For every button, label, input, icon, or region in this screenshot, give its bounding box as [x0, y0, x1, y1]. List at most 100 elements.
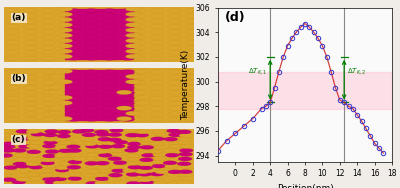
- Circle shape: [102, 56, 117, 60]
- Circle shape: [102, 51, 117, 55]
- Circle shape: [44, 129, 59, 133]
- Circle shape: [120, 80, 135, 84]
- Circle shape: [41, 45, 56, 50]
- Circle shape: [84, 117, 99, 121]
- Circle shape: [178, 157, 192, 161]
- Circle shape: [180, 144, 194, 148]
- Circle shape: [0, 172, 12, 176]
- Circle shape: [102, 75, 117, 79]
- Circle shape: [5, 19, 20, 23]
- Circle shape: [23, 51, 38, 55]
- Circle shape: [68, 160, 82, 164]
- Circle shape: [149, 24, 164, 29]
- Circle shape: [140, 148, 154, 152]
- Circle shape: [57, 54, 72, 59]
- Circle shape: [149, 9, 164, 13]
- Circle shape: [149, 96, 164, 100]
- Circle shape: [26, 136, 40, 140]
- Circle shape: [68, 149, 82, 153]
- Circle shape: [23, 91, 38, 95]
- Circle shape: [15, 174, 29, 178]
- Circle shape: [5, 40, 20, 45]
- Circle shape: [98, 145, 112, 149]
- Circle shape: [149, 117, 164, 121]
- Circle shape: [149, 149, 163, 154]
- Circle shape: [120, 86, 135, 90]
- Circle shape: [116, 90, 132, 95]
- Circle shape: [43, 133, 57, 137]
- Circle shape: [131, 75, 146, 79]
- Circle shape: [141, 153, 156, 157]
- Circle shape: [84, 9, 99, 13]
- Circle shape: [131, 45, 146, 50]
- Circle shape: [168, 170, 182, 174]
- Circle shape: [41, 75, 56, 79]
- Circle shape: [84, 112, 99, 116]
- Circle shape: [178, 170, 192, 174]
- Circle shape: [120, 35, 135, 39]
- Circle shape: [23, 101, 38, 106]
- Circle shape: [41, 164, 55, 168]
- Circle shape: [80, 137, 94, 141]
- Circle shape: [176, 181, 190, 185]
- Circle shape: [85, 144, 99, 148]
- Circle shape: [23, 75, 38, 79]
- Circle shape: [41, 56, 56, 60]
- Circle shape: [5, 70, 20, 74]
- Circle shape: [41, 91, 56, 95]
- Circle shape: [136, 130, 150, 134]
- Circle shape: [126, 12, 141, 17]
- Circle shape: [128, 136, 142, 140]
- Circle shape: [186, 80, 200, 84]
- Circle shape: [102, 24, 117, 29]
- Circle shape: [55, 166, 69, 170]
- Circle shape: [53, 138, 67, 142]
- Circle shape: [102, 14, 117, 18]
- Circle shape: [86, 181, 100, 185]
- Circle shape: [0, 153, 13, 158]
- Circle shape: [66, 51, 81, 55]
- Circle shape: [94, 130, 108, 134]
- Circle shape: [68, 172, 82, 177]
- Circle shape: [84, 45, 99, 50]
- Circle shape: [84, 30, 99, 34]
- Circle shape: [102, 9, 117, 13]
- Circle shape: [162, 148, 176, 152]
- Circle shape: [138, 178, 152, 182]
- Circle shape: [110, 149, 124, 153]
- Circle shape: [98, 137, 112, 141]
- Circle shape: [166, 173, 180, 177]
- Circle shape: [155, 170, 169, 174]
- Circle shape: [16, 177, 30, 181]
- Circle shape: [122, 168, 136, 173]
- Circle shape: [149, 56, 164, 60]
- Circle shape: [66, 91, 81, 95]
- Circle shape: [57, 69, 72, 74]
- Circle shape: [108, 173, 122, 177]
- Circle shape: [48, 74, 64, 79]
- Circle shape: [57, 12, 72, 17]
- Circle shape: [18, 144, 32, 149]
- Bar: [65, 9, 133, 59]
- Circle shape: [149, 45, 164, 50]
- Circle shape: [68, 177, 82, 181]
- Circle shape: [5, 51, 20, 55]
- Circle shape: [73, 140, 87, 144]
- Circle shape: [168, 30, 182, 34]
- Circle shape: [84, 35, 99, 39]
- Circle shape: [168, 24, 182, 29]
- Circle shape: [72, 157, 86, 161]
- Circle shape: [48, 85, 64, 89]
- Circle shape: [120, 30, 135, 34]
- Circle shape: [94, 173, 108, 177]
- Circle shape: [57, 33, 72, 38]
- Circle shape: [168, 19, 182, 23]
- Circle shape: [131, 19, 146, 23]
- Circle shape: [41, 101, 56, 106]
- Circle shape: [84, 86, 99, 90]
- Circle shape: [111, 144, 125, 148]
- Circle shape: [126, 33, 141, 38]
- Circle shape: [5, 112, 20, 116]
- Circle shape: [27, 153, 41, 157]
- Circle shape: [126, 28, 141, 32]
